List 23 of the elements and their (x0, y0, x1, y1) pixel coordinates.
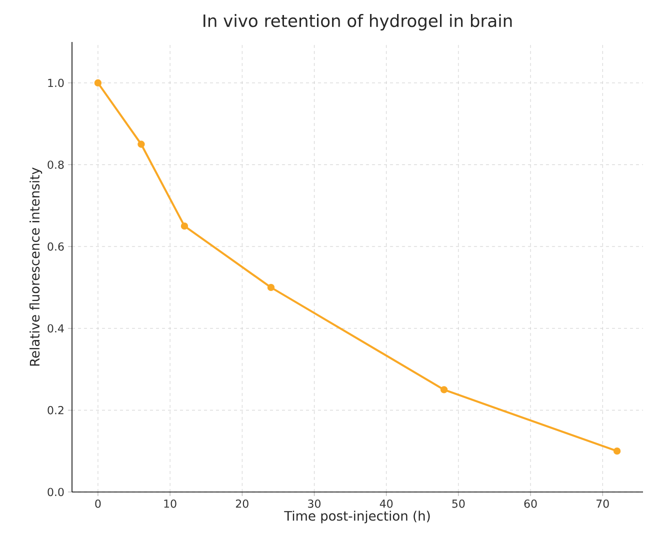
x-tick-label: 40 (380, 500, 393, 508)
point (613, 447, 621, 455)
point (94, 79, 102, 86)
y-tick-label: 1.0 (48, 78, 64, 88)
y-tick-label: 0.6 (48, 242, 64, 251)
chart-title: In vivo retention of hydrogel in brain (204, 14, 512, 30)
y-tick-label: 0.8 (48, 160, 64, 169)
y-tick-label: 0.0 (48, 488, 64, 496)
point (267, 284, 275, 292)
y-axis-title: Relative fluorescence intensity (30, 167, 42, 366)
y-tick-label: 0.4 (48, 324, 64, 333)
x-tick-label: 30 (308, 500, 320, 508)
point (138, 140, 145, 148)
point (180, 222, 188, 230)
x-tick-label: 10 (164, 500, 176, 508)
x-axis-title: Time post-injection (h) (284, 510, 430, 524)
x-tick-label: 20 (236, 500, 248, 508)
point (440, 386, 448, 394)
x-tick-label: 50 (452, 500, 465, 508)
x-tick-label: 60 (524, 500, 537, 508)
y-tick-label: 0.2 (48, 406, 64, 414)
x-tick-label: 70 (596, 500, 609, 508)
x-tick-label: 0 (95, 500, 101, 508)
